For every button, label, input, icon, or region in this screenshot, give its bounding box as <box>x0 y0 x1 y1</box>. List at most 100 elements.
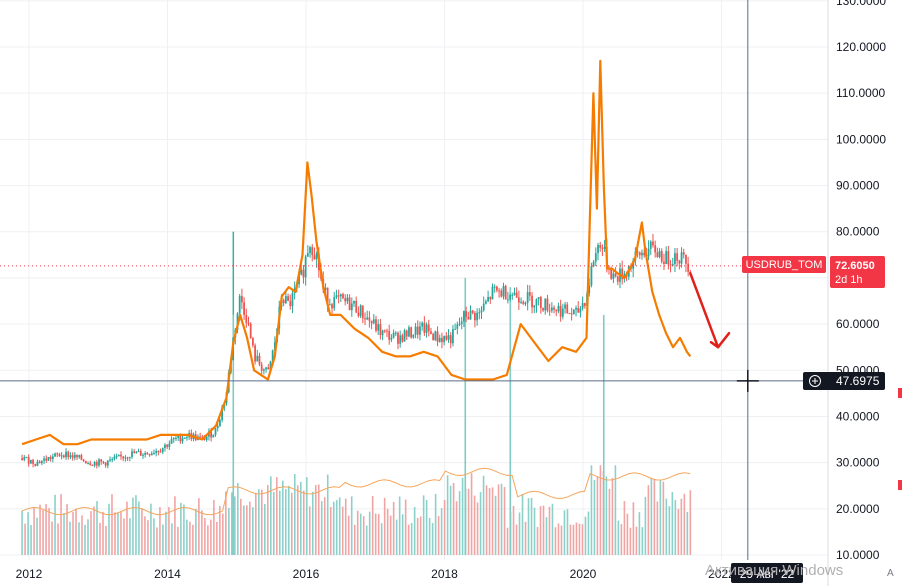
candle-body <box>287 296 289 302</box>
volume-bar <box>201 510 203 555</box>
candle-body <box>476 312 479 321</box>
add-alert-icon[interactable] <box>809 375 821 387</box>
volume-bar <box>90 511 92 555</box>
volume-bar <box>78 522 80 555</box>
volume-bar <box>530 497 533 555</box>
volume-bar <box>653 479 656 555</box>
candle-body <box>115 456 118 458</box>
crosshair-date-label: 29 Авг '22 <box>731 563 803 583</box>
last-price-label[interactable]: USDRUB_TOM 72.6050 2d 1h <box>742 256 885 288</box>
candle-body <box>517 297 520 303</box>
volume-bar <box>27 512 29 555</box>
volume-bar <box>162 524 164 555</box>
volume-bar <box>638 512 641 555</box>
candle-body <box>335 295 338 298</box>
crosshair-date-tag <box>731 563 803 583</box>
candle-body <box>381 330 384 336</box>
candle-body <box>175 437 177 439</box>
volume-bar <box>533 507 536 555</box>
volume-bar <box>225 491 227 555</box>
candle-body <box>372 319 375 324</box>
candle-body <box>443 335 446 343</box>
volume-bar <box>284 489 287 555</box>
candle-body <box>157 450 160 452</box>
candle-body <box>124 457 127 459</box>
time-tick-label: 2016 <box>293 567 320 581</box>
volume-bar <box>386 508 389 555</box>
volume-bar <box>75 508 77 555</box>
candle-body <box>93 462 96 466</box>
volume-bar <box>21 510 23 555</box>
volume-bar <box>81 515 83 555</box>
candle-body <box>550 307 553 311</box>
candle-body <box>603 246 606 249</box>
volume-bar <box>635 526 638 555</box>
candle-body <box>493 286 496 288</box>
volume-bar <box>521 493 524 555</box>
candle-body <box>51 456 54 459</box>
candle-body <box>621 268 624 280</box>
time-tick-label: 2020 <box>570 567 597 581</box>
volume-bar <box>237 483 239 555</box>
volume-bar <box>614 465 617 555</box>
candle-body <box>638 252 641 256</box>
candle-body <box>544 298 547 311</box>
candle-body <box>375 319 377 331</box>
volume-bar <box>105 526 107 555</box>
candle-body <box>616 276 619 282</box>
volume-bar <box>332 501 335 555</box>
volume-bar <box>290 492 293 555</box>
candle-body <box>214 428 217 435</box>
volume-bar <box>617 520 620 555</box>
price-tag-countdown: 2d 1h <box>835 274 863 286</box>
candle-body <box>674 253 676 265</box>
candle-body <box>535 299 538 306</box>
volume-bar <box>365 525 368 555</box>
auto-scale-toggle[interactable]: A <box>887 568 894 579</box>
candle-body <box>394 332 397 334</box>
volume-bar <box>180 502 182 555</box>
candle-body <box>27 457 30 464</box>
candle-body <box>482 303 485 311</box>
price-tag-value: 72.6050 <box>835 260 875 272</box>
crosshair-date-value: 29 Авг '22 <box>740 567 795 581</box>
candle-body <box>669 264 672 266</box>
volume-bar <box>485 485 488 555</box>
candle-body <box>663 261 665 264</box>
volume-bar <box>470 473 473 555</box>
volume-bar <box>195 508 197 555</box>
volume-bar <box>252 507 254 555</box>
candle-body <box>421 322 424 327</box>
candle-body <box>419 326 421 335</box>
candle-body <box>445 335 448 340</box>
volume-bar <box>267 484 269 555</box>
volume-bar <box>63 512 65 555</box>
volume-bar <box>120 511 122 555</box>
candle-body <box>665 251 668 264</box>
volume-bar <box>569 524 572 555</box>
candle-body <box>291 293 294 307</box>
candle-body <box>487 296 490 302</box>
candle-body <box>379 324 382 336</box>
candle-body <box>186 437 188 439</box>
candle-body <box>247 322 250 324</box>
volume-bar <box>129 518 131 555</box>
crosshair-price-label[interactable]: 47.6975 <box>803 372 885 390</box>
candle-body <box>370 320 373 324</box>
volume-bar <box>620 524 623 555</box>
volume-bar <box>123 518 125 555</box>
candle-body <box>643 252 646 256</box>
candle-body <box>164 444 166 448</box>
price-axis[interactable] <box>828 0 902 586</box>
volume-bar <box>243 505 245 555</box>
price-tick-label: 10.0000 <box>836 548 880 562</box>
crosshair-price-tag <box>803 372 885 390</box>
volume-bar <box>383 497 386 555</box>
volume-bar <box>117 512 119 555</box>
volume-bar <box>446 475 449 555</box>
price-tick-label: 100.0000 <box>836 132 886 146</box>
volume-bar <box>500 483 503 555</box>
volume-bar <box>596 476 599 555</box>
volume-bar <box>455 501 458 555</box>
